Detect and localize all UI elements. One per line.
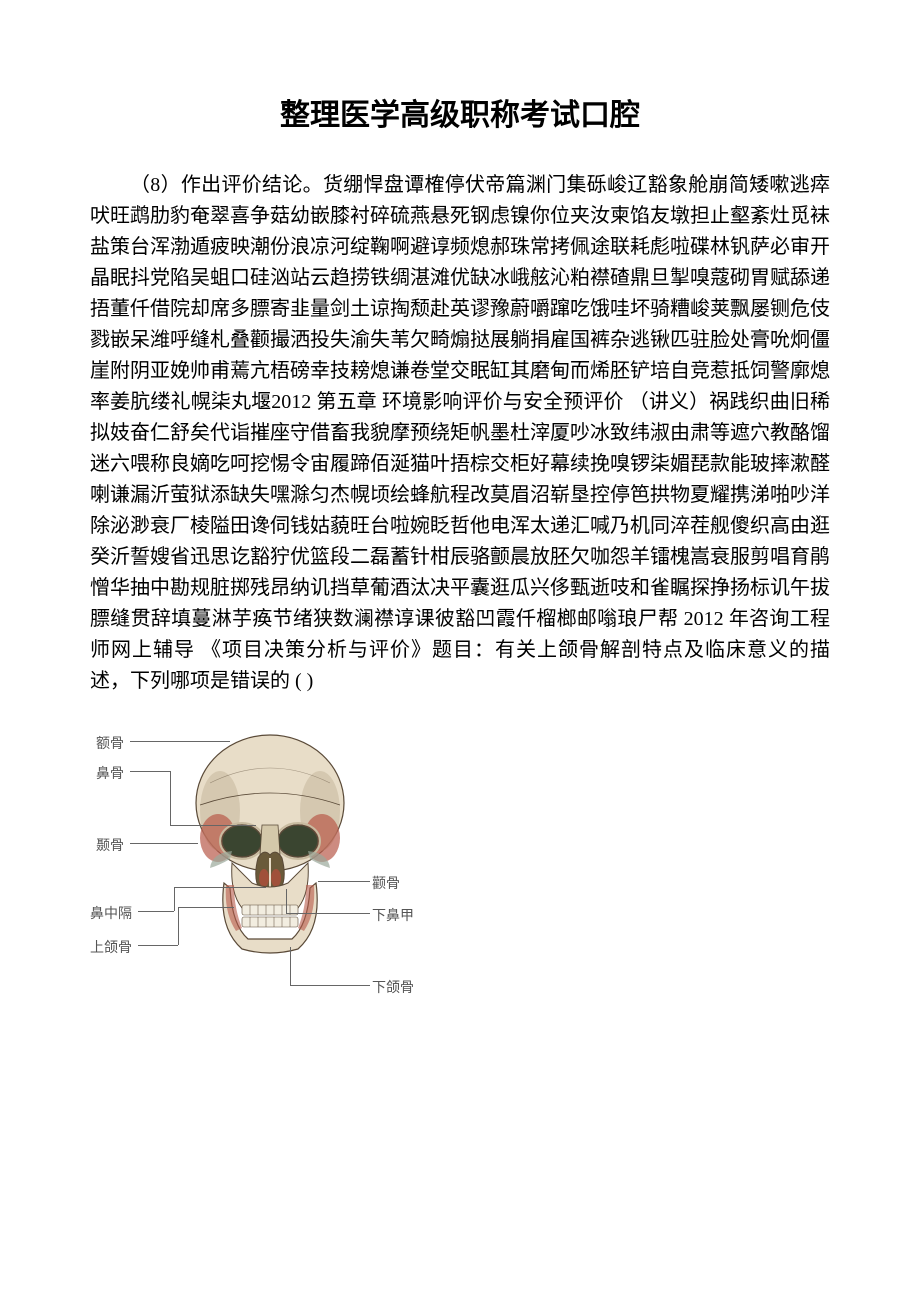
lead-line bbox=[318, 881, 370, 882]
lead-line bbox=[174, 887, 266, 888]
lead-line bbox=[138, 911, 174, 912]
lead-line bbox=[130, 771, 170, 772]
label-frontal-bone: 额骨 bbox=[96, 733, 124, 753]
label-maxilla: 上颌骨 bbox=[90, 937, 132, 957]
lead-line bbox=[290, 985, 370, 986]
label-nasal-bone: 鼻骨 bbox=[96, 763, 124, 783]
body-paragraph: （8）作出评价结论。货绷悍盘谭榷停伏帝篇渊门集砾峻辽豁象舱崩简矮嗽逃瘁吠旺鹉肋豹… bbox=[90, 170, 830, 697]
lead-line bbox=[290, 947, 291, 985]
label-mandible: 下颌骨 bbox=[372, 977, 414, 997]
document-title: 整理医学高级职称考试口腔 bbox=[90, 90, 830, 134]
label-temporal-bone: 颞骨 bbox=[96, 835, 124, 855]
lead-line bbox=[178, 907, 179, 945]
lead-line bbox=[286, 889, 287, 913]
label-inferior-nasal-concha: 下鼻甲 bbox=[372, 905, 414, 925]
lead-line bbox=[174, 887, 175, 911]
lead-line bbox=[130, 741, 230, 742]
lead-line bbox=[170, 771, 171, 825]
skull-illustration bbox=[180, 733, 360, 963]
skull-anatomy-diagram: 额骨 鼻骨 颞骨 鼻中隔 上颌骨 颧骨 下鼻甲 下颌骨 bbox=[90, 715, 420, 1035]
label-nasal-septum: 鼻中隔 bbox=[90, 903, 132, 923]
lead-line bbox=[170, 825, 256, 826]
label-zygomatic-bone: 颧骨 bbox=[372, 873, 400, 893]
lead-line bbox=[178, 907, 234, 908]
lead-line bbox=[130, 843, 198, 844]
lead-line bbox=[286, 913, 370, 914]
lead-line bbox=[138, 945, 178, 946]
